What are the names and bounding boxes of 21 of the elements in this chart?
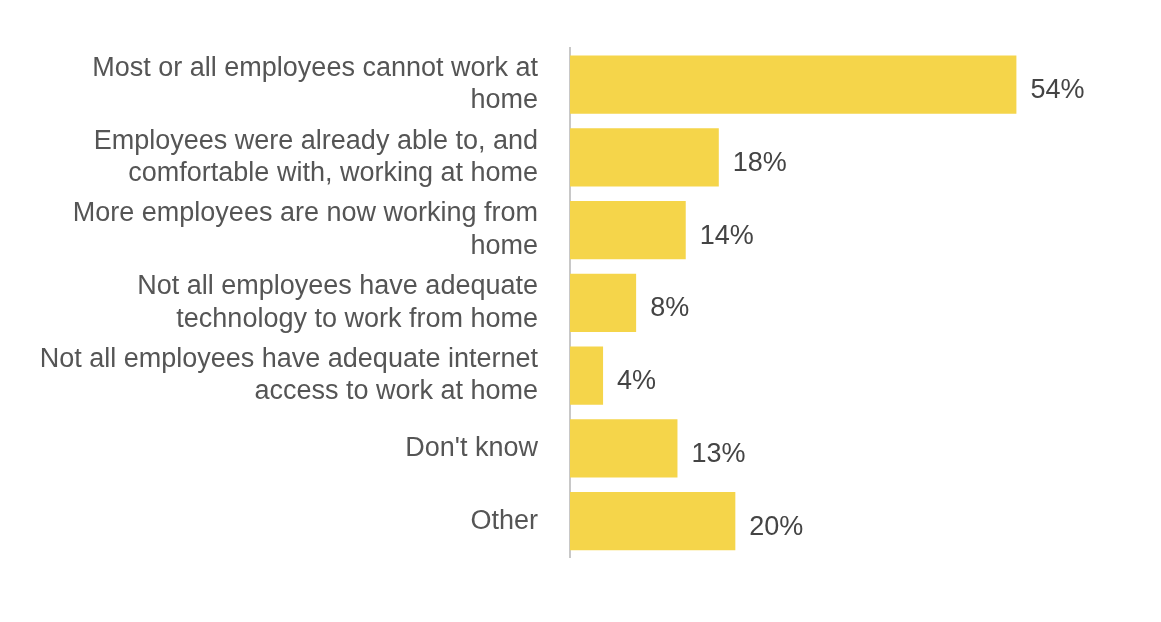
- y-tick-label: Employees were already able to, and comfortable with, working at home: [93, 124, 538, 188]
- data-label: 4%: [617, 365, 657, 396]
- bar: [570, 419, 678, 478]
- y-tick-label: More employees are now working from home: [72, 197, 538, 260]
- bar: [570, 201, 686, 260]
- data-label: 18%: [732, 146, 787, 177]
- y-tick-label: Don't know: [405, 431, 539, 462]
- bar: [570, 492, 736, 551]
- data-label: 54%: [1030, 74, 1085, 105]
- y-tick-label: Most or all employees cannot work at home: [92, 51, 539, 115]
- y-tick-label: Other: [470, 504, 538, 535]
- data-label: 14%: [699, 219, 754, 250]
- bar: [570, 273, 637, 333]
- data-label: 8%: [650, 292, 690, 323]
- y-tick-label: Not all employees have adequate internet access to work at home: [39, 342, 539, 406]
- bar: [570, 55, 1017, 114]
- y-tick-label: Not all employees have adequate technology to work from home: [137, 270, 538, 333]
- data-label: 20%: [749, 510, 804, 541]
- bar: [570, 128, 719, 187]
- data-label: 13%: [691, 437, 746, 468]
- bar: [570, 346, 604, 405]
